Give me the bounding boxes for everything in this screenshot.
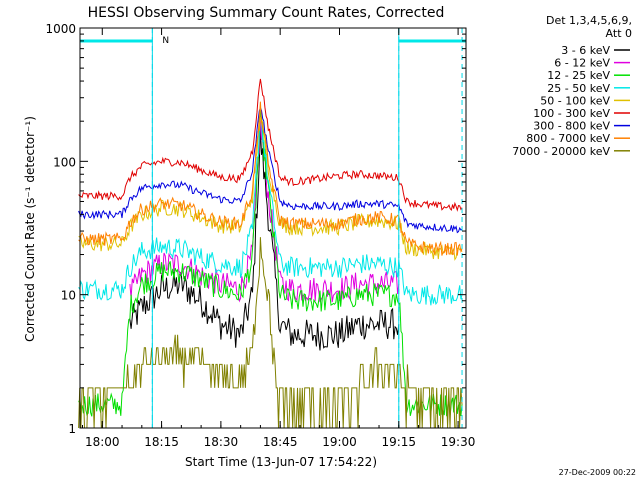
x-tick-label: 19:15 — [381, 435, 416, 449]
plot-frame — [79, 27, 467, 429]
x-tick-label: 19:00 — [322, 435, 357, 449]
series-line — [129, 128, 400, 351]
x-tick-label: 18:30 — [204, 435, 239, 449]
flag-label: N — [162, 36, 169, 46]
legend-label: 7000 - 20000 keV — [512, 145, 610, 158]
y-tick-label: 1000 — [45, 22, 76, 36]
series-line — [78, 237, 463, 429]
y-axis-label: Corrected Count Rate (s⁻¹ detector⁻¹) — [23, 116, 37, 342]
legend-label: 50 - 100 keV — [540, 94, 610, 107]
y-tick-label: 1 — [68, 422, 76, 436]
x-tick-label: 18:15 — [144, 435, 179, 449]
legend-label: 100 - 300 keV — [533, 107, 610, 120]
time-markers — [151, 28, 463, 428]
legend-label: 300 - 800 keV — [533, 120, 610, 133]
legend-label: 6 - 12 keV — [554, 57, 610, 70]
y-tick-label: 100 — [53, 155, 76, 169]
x-tick-label: 18:00 — [85, 435, 120, 449]
legend-label: 3 - 6 keV — [561, 44, 610, 57]
chart-title: HESSI Observing Summary Count Rates, Cor… — [88, 5, 445, 21]
x-tick-label: 18:45 — [263, 435, 298, 449]
legend-header-detectors: Det 1,3,4,5,6,9, — [546, 14, 632, 27]
footer-date: 27-Dec-2009 00:22 — [559, 468, 636, 477]
x-tick-label: 19:30 — [441, 435, 476, 449]
y-tick-label: 10 — [61, 289, 76, 303]
legend-label: 25 - 50 keV — [547, 82, 610, 95]
legend-header-attenuator: Att 0 — [606, 27, 632, 40]
night-intervals: N — [80, 36, 466, 46]
axes: 18:00 18:15 18:30 18:45 19:00 19:15 19:30 1 10 10… — [45, 22, 475, 449]
x-axis-label: Start Time (13-Jun-07 17:54:22) — [185, 455, 377, 469]
legend-label: 800 - 7000 keV — [526, 132, 610, 145]
legend-label: 12 - 25 keV — [547, 69, 610, 82]
